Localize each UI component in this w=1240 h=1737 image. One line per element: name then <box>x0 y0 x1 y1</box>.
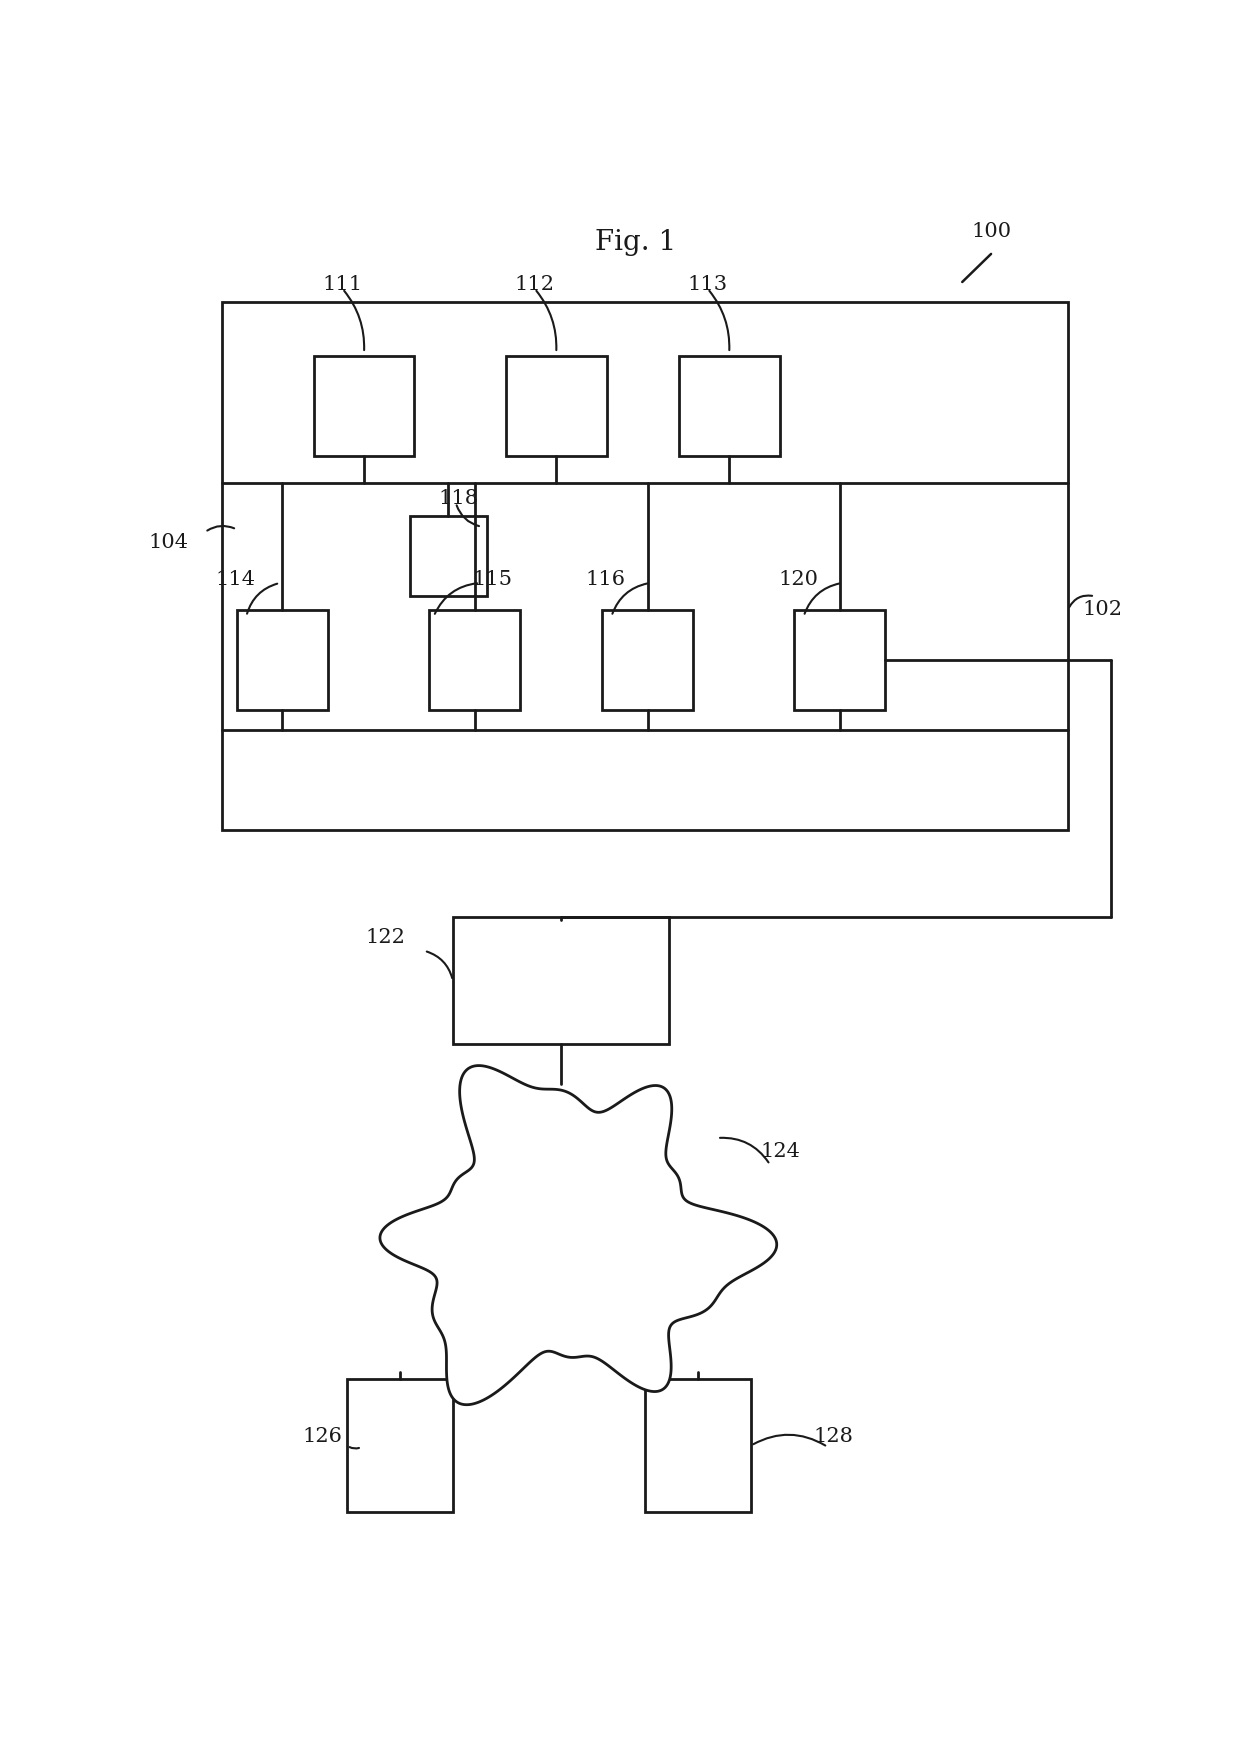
Text: 116: 116 <box>585 570 626 589</box>
Polygon shape <box>379 1065 776 1405</box>
Text: 124: 124 <box>760 1141 800 1160</box>
Bar <box>314 356 414 455</box>
Text: 120: 120 <box>777 570 818 589</box>
Bar <box>222 302 1068 830</box>
Text: Fig. 1: Fig. 1 <box>595 229 676 255</box>
Bar <box>601 610 693 710</box>
Text: 115: 115 <box>472 570 512 589</box>
Bar <box>453 917 670 1044</box>
Text: 111: 111 <box>322 276 362 294</box>
Text: 100: 100 <box>971 222 1011 241</box>
Bar <box>678 356 780 455</box>
Text: 122: 122 <box>365 928 404 947</box>
Text: 113: 113 <box>687 276 728 294</box>
Text: 104: 104 <box>149 533 188 552</box>
Text: 114: 114 <box>216 570 255 589</box>
Bar <box>794 610 885 710</box>
Text: 112: 112 <box>515 276 554 294</box>
Bar <box>237 610 327 710</box>
Text: 126: 126 <box>303 1426 342 1445</box>
Text: 118: 118 <box>439 490 479 509</box>
Text: 128: 128 <box>813 1426 853 1445</box>
Text: 102: 102 <box>1083 601 1122 618</box>
Bar <box>409 516 486 596</box>
Bar <box>506 356 606 455</box>
Bar <box>645 1379 751 1513</box>
Bar <box>347 1379 453 1513</box>
Bar <box>429 610 521 710</box>
